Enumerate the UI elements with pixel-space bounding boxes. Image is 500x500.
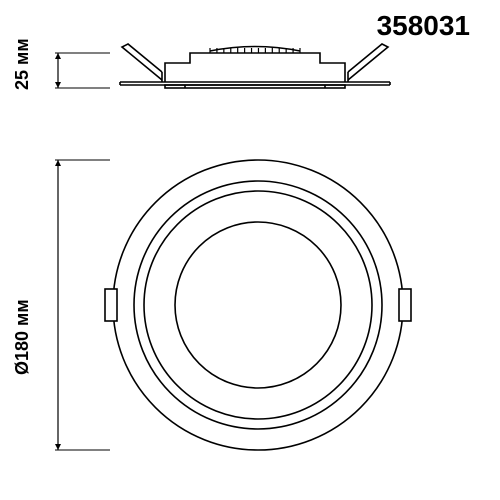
height-dimension-label: 25 мм [12, 38, 33, 90]
product-code: 358031 [377, 10, 470, 42]
technical-drawing [0, 0, 500, 500]
diameter-dimension-label: Ø180 мм [12, 299, 33, 375]
